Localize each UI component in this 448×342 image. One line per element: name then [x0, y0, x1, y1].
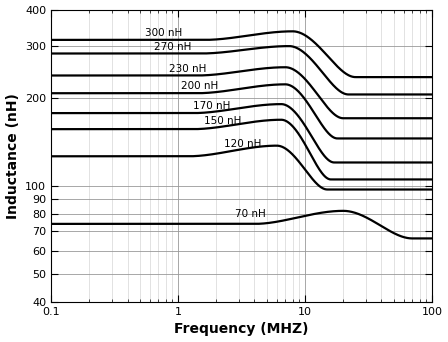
Text: 170 nH: 170 nH	[193, 101, 230, 111]
Text: 270 nH: 270 nH	[154, 42, 192, 52]
Text: 300 nH: 300 nH	[145, 28, 182, 38]
X-axis label: Frequency (MHZ): Frequency (MHZ)	[174, 323, 309, 337]
Text: 230 nH: 230 nH	[169, 64, 207, 74]
Text: 150 nH: 150 nH	[204, 116, 241, 126]
Text: 120 nH: 120 nH	[224, 140, 261, 149]
Y-axis label: Inductance (nH): Inductance (nH)	[5, 93, 20, 219]
Text: 200 nH: 200 nH	[181, 81, 218, 91]
Text: 70 nH: 70 nH	[235, 209, 266, 219]
